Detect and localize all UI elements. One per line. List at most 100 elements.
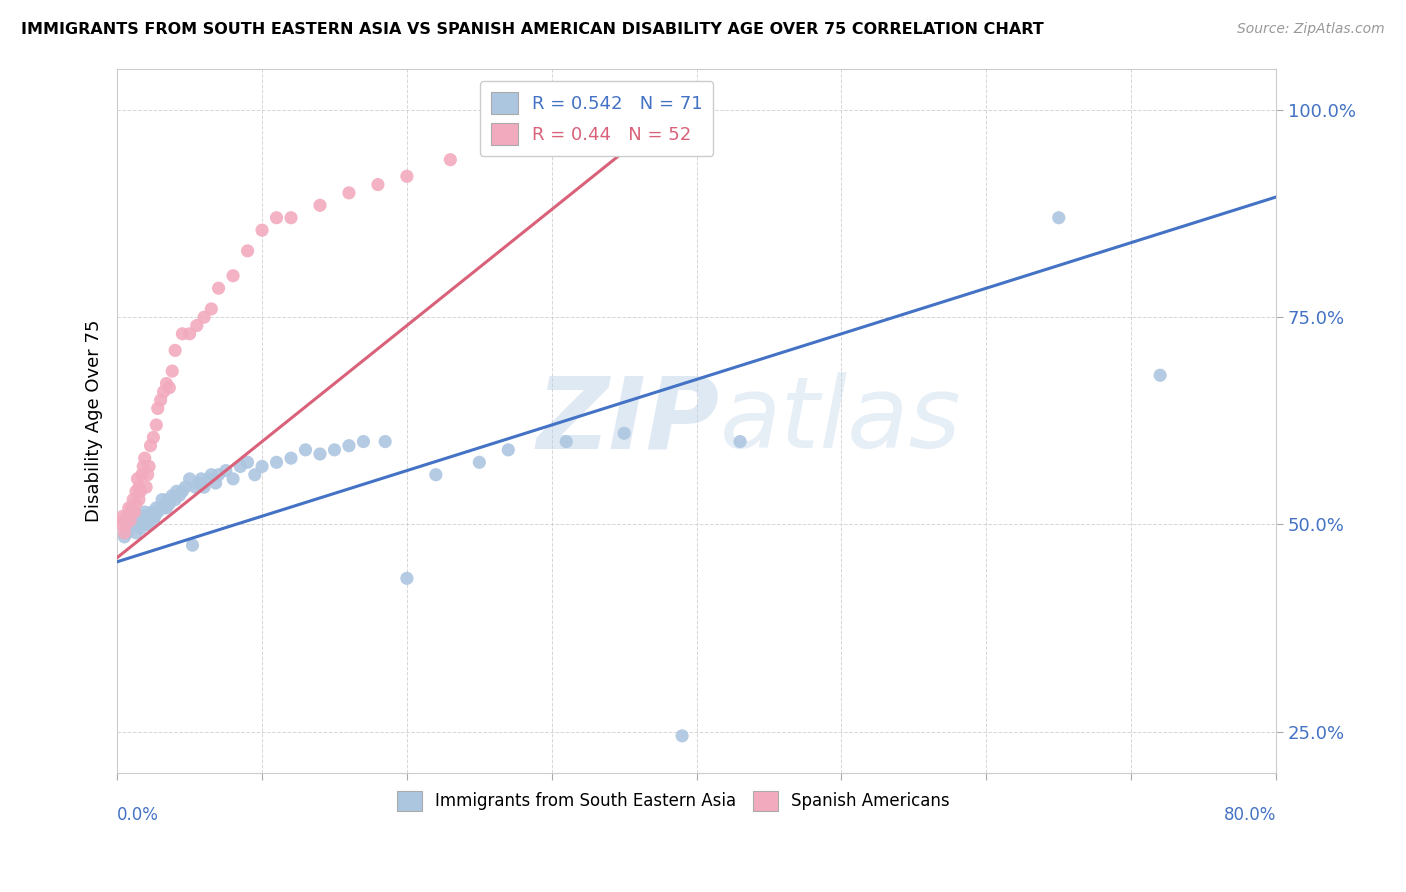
Point	[179, 472, 201, 486]
Point	[138, 513, 160, 527]
Point	[671, 729, 693, 743]
Point	[468, 455, 491, 469]
Legend: Immigrants from South Eastern Asia, Spanish Americans: Immigrants from South Eastern Asia, Span…	[391, 784, 956, 818]
Point	[146, 505, 169, 519]
Point	[131, 467, 153, 482]
Point	[129, 522, 152, 536]
Point	[157, 497, 180, 511]
Point	[124, 505, 146, 519]
Point	[136, 467, 159, 482]
Point	[128, 509, 150, 524]
Point	[131, 517, 153, 532]
Point	[134, 505, 156, 519]
Point	[250, 459, 273, 474]
Point	[157, 381, 180, 395]
Point	[156, 492, 179, 507]
Point	[174, 480, 197, 494]
Point	[149, 393, 172, 408]
Point	[121, 513, 143, 527]
Text: IMMIGRANTS FROM SOUTH EASTERN ASIA VS SPANISH AMERICAN DISABILITY AGE OVER 75 CO: IMMIGRANTS FROM SOUTH EASTERN ASIA VS SP…	[21, 22, 1043, 37]
Point	[145, 417, 167, 432]
Point	[153, 497, 176, 511]
Point	[121, 505, 143, 519]
Point	[179, 326, 201, 341]
Point	[122, 492, 145, 507]
Point	[125, 484, 148, 499]
Point	[352, 434, 374, 449]
Text: 0.0%: 0.0%	[117, 806, 159, 824]
Point	[187, 475, 209, 490]
Point	[309, 198, 332, 212]
Point	[250, 223, 273, 237]
Point	[165, 492, 187, 507]
Point	[204, 475, 226, 490]
Point	[125, 497, 148, 511]
Point	[111, 509, 134, 524]
Point	[110, 517, 132, 532]
Point	[155, 500, 177, 515]
Point	[367, 178, 389, 192]
Point	[127, 517, 149, 532]
Point	[200, 301, 222, 316]
Point	[127, 472, 149, 486]
Point	[498, 442, 520, 457]
Point	[118, 517, 141, 532]
Point	[374, 434, 396, 449]
Point	[152, 500, 174, 515]
Point	[728, 434, 751, 449]
Point	[114, 513, 136, 527]
Point	[266, 211, 288, 225]
Text: atlas: atlas	[720, 372, 962, 469]
Point	[643, 128, 665, 142]
Point	[121, 500, 143, 515]
Point	[160, 488, 183, 502]
Y-axis label: Disability Age Over 75: Disability Age Over 75	[86, 319, 103, 522]
Point	[155, 376, 177, 391]
Point	[280, 211, 302, 225]
Point	[132, 459, 155, 474]
Point	[236, 455, 259, 469]
Point	[186, 318, 208, 333]
Point	[193, 310, 215, 325]
Point	[165, 343, 187, 358]
Point	[395, 571, 418, 585]
Point	[309, 447, 332, 461]
Point	[121, 509, 143, 524]
Point	[425, 467, 447, 482]
Point	[128, 492, 150, 507]
Point	[193, 480, 215, 494]
Point	[166, 484, 188, 499]
Point	[1047, 211, 1070, 225]
Point	[135, 513, 157, 527]
Point	[149, 500, 172, 515]
Point	[134, 451, 156, 466]
Point	[145, 500, 167, 515]
Point	[190, 472, 212, 486]
Point	[222, 268, 245, 283]
Point	[117, 509, 139, 524]
Point	[118, 500, 141, 515]
Point	[236, 244, 259, 258]
Point	[169, 488, 191, 502]
Point	[337, 439, 360, 453]
Point	[160, 364, 183, 378]
Point	[114, 530, 136, 544]
Point	[120, 513, 142, 527]
Point	[184, 480, 207, 494]
Point	[222, 472, 245, 486]
Text: 80.0%: 80.0%	[1223, 806, 1277, 824]
Point	[117, 509, 139, 524]
Point	[128, 513, 150, 527]
Point	[142, 430, 165, 444]
Point	[152, 384, 174, 399]
Point	[114, 525, 136, 540]
Point	[215, 464, 238, 478]
Point	[143, 509, 166, 524]
Point	[613, 426, 636, 441]
Point	[280, 451, 302, 466]
Point	[323, 442, 346, 457]
Point	[135, 517, 157, 532]
Point	[136, 517, 159, 532]
Point	[129, 484, 152, 499]
Point	[142, 513, 165, 527]
